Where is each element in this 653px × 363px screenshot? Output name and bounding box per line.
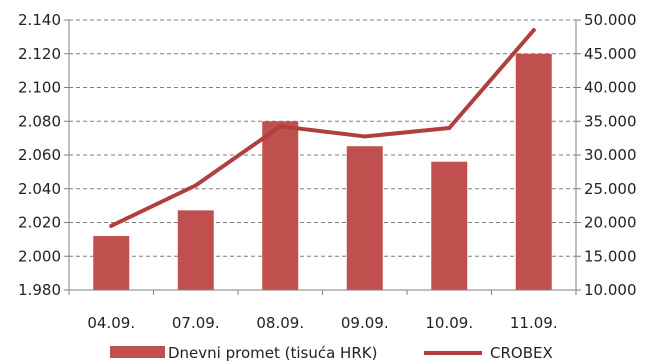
bar <box>93 236 130 290</box>
x-tick-label: 09.09. <box>341 314 389 332</box>
x-tick-label: 10.09. <box>425 314 473 332</box>
left-tick-label: 1.980 <box>18 281 61 299</box>
left-tick-label: 2.020 <box>18 214 61 232</box>
right-tick-label: 30.000 <box>584 146 637 164</box>
left-tick-label: 2.140 <box>18 11 61 29</box>
right-tick-label: 25.000 <box>584 180 637 198</box>
right-tick-label: 45.000 <box>584 45 637 63</box>
left-tick-label: 2.120 <box>18 45 61 63</box>
crobex-point <box>278 124 283 129</box>
crobex-point <box>362 134 367 139</box>
crobex-point <box>531 28 536 33</box>
bar <box>346 146 383 290</box>
left-tick-label: 2.100 <box>18 79 61 97</box>
left-axis-ticks: 1.980 2.000 2.020 2.040 2.060 2.080 2.100 2.120… <box>18 11 69 299</box>
crobex-point <box>447 126 452 130</box>
bar <box>515 53 552 290</box>
left-tick-label: 2.000 <box>18 247 61 265</box>
x-tick-label: 04.09. <box>87 314 135 332</box>
right-tick-label: 20.000 <box>584 214 637 232</box>
left-tick-label: 2.040 <box>18 180 61 198</box>
crobex-point <box>193 183 198 188</box>
line-series <box>109 28 536 228</box>
x-tick-label: 08.09. <box>256 314 304 332</box>
right-tick-label: 15.000 <box>584 247 637 265</box>
bar <box>177 210 214 290</box>
x-axis-ticks: 04.09. 07.09. 08.09. 09.09. 10.09. 11.09. <box>68 290 577 332</box>
x-tick-label: 07.09. <box>172 314 220 332</box>
bar <box>262 121 299 290</box>
left-tick-label: 2.060 <box>18 146 61 164</box>
gridlines <box>69 19 576 257</box>
right-tick-label: 50.000 <box>584 11 637 29</box>
legend-label-line: CROBEX <box>490 344 553 362</box>
right-axis-ticks: 10.000 15.000 20.000 25.000 30.000 35.000 40.0… <box>576 11 637 299</box>
bar <box>431 161 468 290</box>
right-tick-label: 10.000 <box>584 281 637 299</box>
right-tick-label: 35.000 <box>584 112 637 130</box>
bar-series <box>93 53 552 290</box>
crobex-line <box>109 28 536 228</box>
legend: Dnevni promet (tisuća HRK) CROBEX <box>110 344 553 362</box>
x-tick-label: 11.09. <box>510 314 558 332</box>
legend-swatch-bar <box>110 346 165 358</box>
crobex-point <box>109 223 114 228</box>
right-tick-label: 40.000 <box>584 79 637 97</box>
legend-label-bar: Dnevni promet (tisuća HRK) <box>168 344 377 362</box>
left-tick-label: 2.080 <box>18 112 61 130</box>
